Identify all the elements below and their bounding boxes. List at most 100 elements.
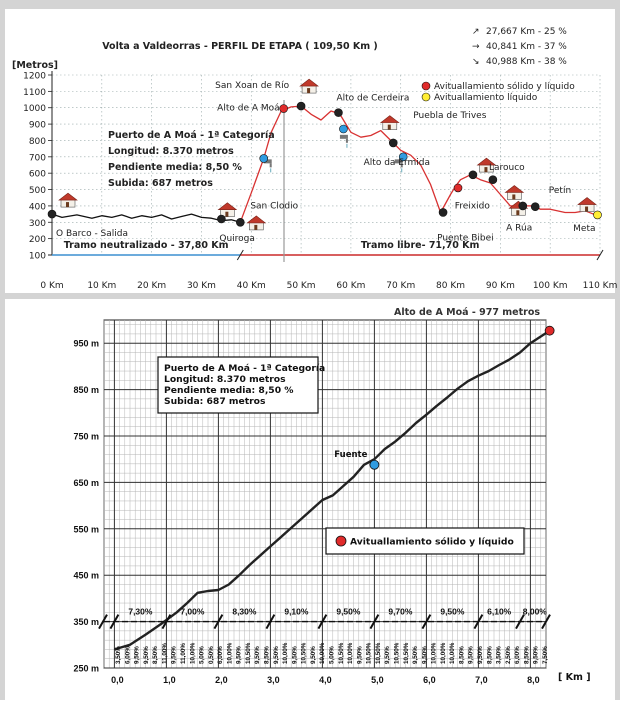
place-label: Meta [573,224,595,234]
house-door [512,194,516,200]
blue-point [339,124,348,134]
fuente-label: Fuente [334,450,367,460]
x-tick-label: 8,0 [527,675,540,685]
climb-info: Puerto de A Moá - 1ª Categoría Longitud: … [108,130,275,189]
segment-break [98,614,108,630]
y-tick-label: 750 m [73,432,99,442]
segment-break [515,614,525,630]
house-icon [217,202,238,218]
gradient-value: 10,00% [440,642,447,664]
place-label: Petín [549,186,571,196]
legend-liquid-swatch [421,92,431,102]
climb-info-line: Puerto de A Moá - 1ª Categoría [108,130,275,141]
tap-spout [345,138,348,143]
gradient-value: 10,00% [226,642,233,664]
x-tick-label: 0,0 [111,675,124,685]
y-tick-label: 1000 [23,104,46,114]
house-icon [577,197,597,212]
house-roof [217,202,238,211]
red-point [453,183,463,193]
y-tick-label: 400 [29,202,46,212]
gradient-value: 9,50% [310,646,317,664]
tap-body [263,159,272,164]
house-icon [299,78,319,94]
house-roof [299,78,319,87]
house-door [307,88,311,94]
page-frame-top [0,0,620,9]
info-box-line: Longitud: 8.370 metros [164,374,286,385]
gradient-value: 8,50% [523,646,530,664]
x-tick-label: 3,0 [267,675,280,685]
house-door [254,224,258,230]
x-tick-label: 0 Km [40,281,63,291]
house-roof [476,157,497,166]
yellow-point [593,210,602,220]
gradient-value: 10,00% [449,642,456,664]
gradient-value: 10,50% [245,642,252,664]
black-point [530,202,540,212]
y-tick-label: 500 [29,186,46,196]
legend-solid-swatch [421,81,431,91]
x-tick-label: 20 Km [137,281,166,291]
x-tick-label: 40 Km [237,281,266,291]
y-tick-label: 200 [29,235,46,245]
sprint-note: 27,667 Km - 25 % [486,27,567,37]
gradient-value: 9,50% [171,646,178,664]
segment-break [265,614,276,630]
climb-title: Alto de A Moá - 977 metros [394,307,540,318]
segment-label: 8,00% [523,607,548,617]
climb-points: Fuente [334,325,555,470]
top-x-tick-labels: 0 Km 10 Km 20 Km 30 Km 40 Km 50 Km 60 Km 70 Km 8… [40,281,617,291]
gradient-value: 3,50% [496,646,503,664]
gradient-values: 3,50% 6,00% 9,50% 9,50% 8,50% 11,00% 9,50% 11,0… [115,642,549,664]
house-icon [379,115,400,130]
gradient-value: 11,00% [180,643,187,664]
house-icon [476,157,497,173]
y-tick-label: 100 [29,252,46,262]
gradient-value: 9,50% [236,646,243,664]
blue-point [369,459,380,470]
y-tick-label: 300 [29,219,46,229]
page-frame-mid [0,293,620,299]
top-y-tick-labels: 100 200 300 400 500 600 700 800 900 1000 1100 1200 [23,72,52,262]
y-tick-label: 950 m [73,339,99,349]
house-door [66,202,69,208]
climb-profile-chart: Alto de A Moá - 977 metros 250 m 350 m 450… [73,307,590,685]
route-zones: Tramo neutralizado - 37,80 Km Tramo libre… [48,240,604,261]
gradient-value: 10,50% [338,642,345,664]
sprint-note: 40,988 Km - 38 % [486,57,567,67]
tap-body [394,159,403,164]
x-tick-label: 6,0 [423,675,436,685]
segment-label: 9,50% [336,607,361,617]
black-point [236,217,245,227]
zone-label: Tramo neutralizado - 37,80 Km [64,240,229,251]
legend-frame [325,527,525,555]
sprint-arrow: → [472,42,480,52]
gradient-value: 10,00% [189,642,196,664]
climb-info-line: Subida: 687 metros [108,178,213,189]
segment-break [421,614,432,630]
house-icon [246,215,267,231]
gradient-value: 9,50% [477,646,484,664]
y-tick-label: 600 [29,170,46,180]
gradient-value: 2,50% [505,646,512,664]
gradient-value: 10,00% [282,642,289,664]
segment-break [161,614,172,630]
place-label: Alto da Ermida [364,158,430,168]
segment-break [541,614,551,630]
segment-break [473,614,484,630]
gradient-value: 0,50% [208,646,215,664]
fountain-icons [263,134,403,173]
x-tick-label: 10 Km [87,281,116,291]
x-tick-label: 1,0 [163,675,176,685]
y-tick-label: 650 m [73,478,99,488]
top-grid [51,71,601,256]
segment-break [317,614,328,630]
gradient-value: 8,50% [458,646,465,664]
place-label: Freixido [455,202,491,212]
x-tick-label: 30 Km [187,281,216,291]
black-point [388,138,398,148]
x-tick-label: 80 Km [436,281,465,291]
house-door [484,167,488,173]
